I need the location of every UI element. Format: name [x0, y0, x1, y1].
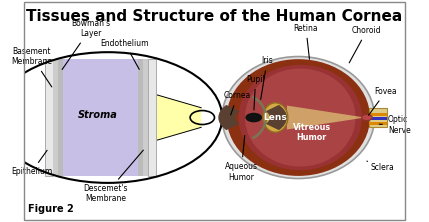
FancyBboxPatch shape — [58, 59, 63, 176]
Text: Lens: Lens — [263, 113, 287, 122]
FancyBboxPatch shape — [45, 59, 53, 176]
Wedge shape — [218, 105, 239, 130]
FancyBboxPatch shape — [148, 59, 156, 176]
Ellipse shape — [222, 57, 375, 178]
FancyBboxPatch shape — [62, 59, 138, 176]
FancyBboxPatch shape — [369, 122, 387, 125]
Circle shape — [362, 115, 372, 121]
FancyBboxPatch shape — [138, 59, 143, 176]
Text: Cornea: Cornea — [224, 91, 251, 115]
Text: Basement
Membrane: Basement Membrane — [11, 47, 52, 87]
Text: Tissues and Structure of the Human Cornea: Tissues and Structure of the Human Corne… — [26, 9, 403, 24]
Ellipse shape — [263, 103, 288, 132]
Circle shape — [245, 113, 262, 122]
Polygon shape — [287, 105, 365, 129]
Ellipse shape — [245, 69, 356, 166]
Text: Fovea: Fovea — [369, 87, 397, 115]
Text: Figure 2: Figure 2 — [28, 204, 73, 214]
Polygon shape — [156, 95, 201, 140]
Text: Sclera: Sclera — [367, 161, 394, 172]
Text: Pupil: Pupil — [246, 75, 265, 110]
Text: Bowman's
Layer: Bowman's Layer — [62, 18, 110, 69]
Text: Aqueous
Humor: Aqueous Humor — [225, 136, 258, 182]
Text: Retina: Retina — [293, 24, 318, 59]
Wedge shape — [266, 105, 287, 130]
FancyBboxPatch shape — [369, 117, 387, 120]
Text: Choroid: Choroid — [349, 26, 382, 63]
FancyBboxPatch shape — [143, 59, 148, 176]
Text: Epithelium: Epithelium — [11, 150, 52, 176]
Ellipse shape — [239, 65, 362, 170]
Text: Descemet's
Membrane: Descemet's Membrane — [84, 150, 143, 204]
Ellipse shape — [227, 59, 370, 176]
Text: Endothelium: Endothelium — [101, 39, 149, 69]
FancyBboxPatch shape — [53, 59, 58, 176]
Text: Iris: Iris — [261, 56, 273, 99]
Text: Stroma: Stroma — [79, 110, 118, 120]
Text: Vitreous
Humor: Vitreous Humor — [293, 123, 331, 143]
FancyBboxPatch shape — [369, 113, 387, 116]
Text: Optic
Nerve: Optic Nerve — [379, 115, 411, 135]
FancyBboxPatch shape — [369, 108, 387, 127]
